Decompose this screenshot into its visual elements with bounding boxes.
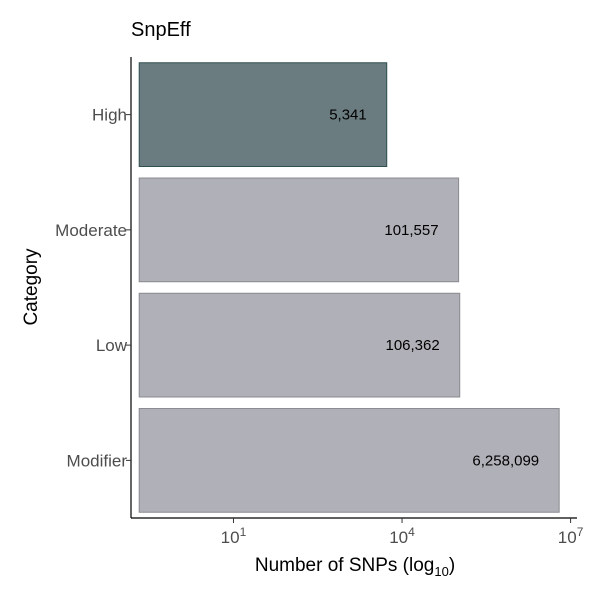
x-axis-ticks: 101 104 107 [221,518,584,547]
x-tick-label-1: 101 [221,525,247,547]
x-tick-label-4: 104 [389,525,415,547]
bar-moderate [138,177,460,283]
value-label-high: 5,341 [329,107,367,124]
chart-title: SnpEff [131,19,191,41]
x-axis-label: Number of SNPs (log10) [255,555,455,579]
value-label-moderate: 101,557 [384,222,438,239]
bars-layer [138,62,560,513]
bar-high [138,62,388,167]
y-axis-ticks: High Moderate Low Modifier [55,106,131,470]
bar-modifier [138,408,560,513]
value-labels-layer: 5,341 101,557 106,362 6,258,099 [329,107,539,470]
value-label-low: 106,362 [385,337,439,354]
category-label-modifier: Modifier [67,451,128,470]
category-label-moderate: Moderate [55,221,127,240]
category-label-low: Low [96,336,128,355]
category-label-high: High [92,106,127,125]
value-label-modifier: 6,258,099 [472,452,539,469]
x-tick-label-7: 107 [558,525,584,547]
bar-low [138,292,461,398]
y-axis-label: Category [21,248,42,326]
